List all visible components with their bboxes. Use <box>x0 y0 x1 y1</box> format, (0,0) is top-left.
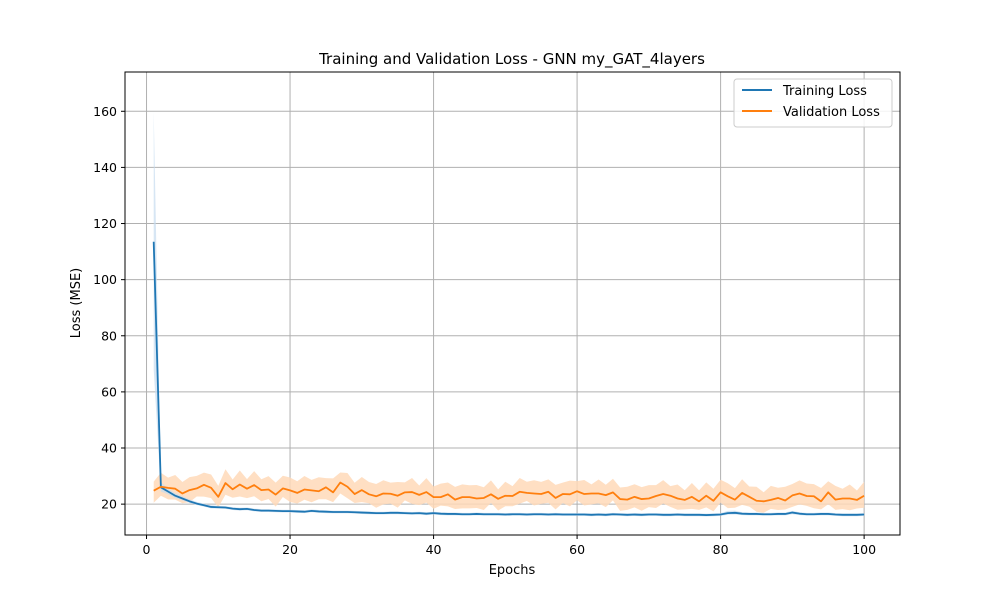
y-axis-title: Loss (MSE) <box>69 268 84 338</box>
x-tick-label: 40 <box>426 542 442 557</box>
x-tick-label: 20 <box>282 542 298 557</box>
series-lines <box>152 241 865 516</box>
y-tick-label: 40 <box>101 441 117 456</box>
band-validation <box>153 469 865 513</box>
axis-ticks: 0 20 40 60 80 100 20 40 60 80 100 120 140 160 <box>93 104 876 557</box>
grid-lines <box>125 72 900 535</box>
y-tick-label: 60 <box>101 384 117 399</box>
y-tick-label: 160 <box>93 104 117 119</box>
confidence-bands <box>153 111 865 517</box>
chart-title: Training and Validation Loss - GNN my_GA… <box>318 50 705 69</box>
band-training <box>153 111 865 517</box>
y-tick-label: 100 <box>93 272 117 287</box>
legend: Training Loss Validation Loss <box>733 78 893 128</box>
legend-label-training: Training Loss <box>782 84 867 99</box>
y-tick-label: 20 <box>101 497 117 512</box>
x-tick-label: 60 <box>569 542 585 557</box>
plot-frame <box>124 71 901 536</box>
series-line-training <box>152 241 865 516</box>
y-tick-label: 80 <box>101 328 117 343</box>
x-tick-label: 100 <box>852 542 876 557</box>
x-tick-label: 80 <box>713 542 729 557</box>
y-tick-label: 120 <box>93 216 117 231</box>
y-tick-label: 140 <box>93 160 117 175</box>
legend-box <box>733 78 893 128</box>
x-tick-label: 0 <box>143 542 151 557</box>
x-axis-title: Epochs <box>489 563 536 578</box>
legend-label-validation: Validation Loss <box>783 105 880 120</box>
series-line-validation <box>153 481 865 503</box>
